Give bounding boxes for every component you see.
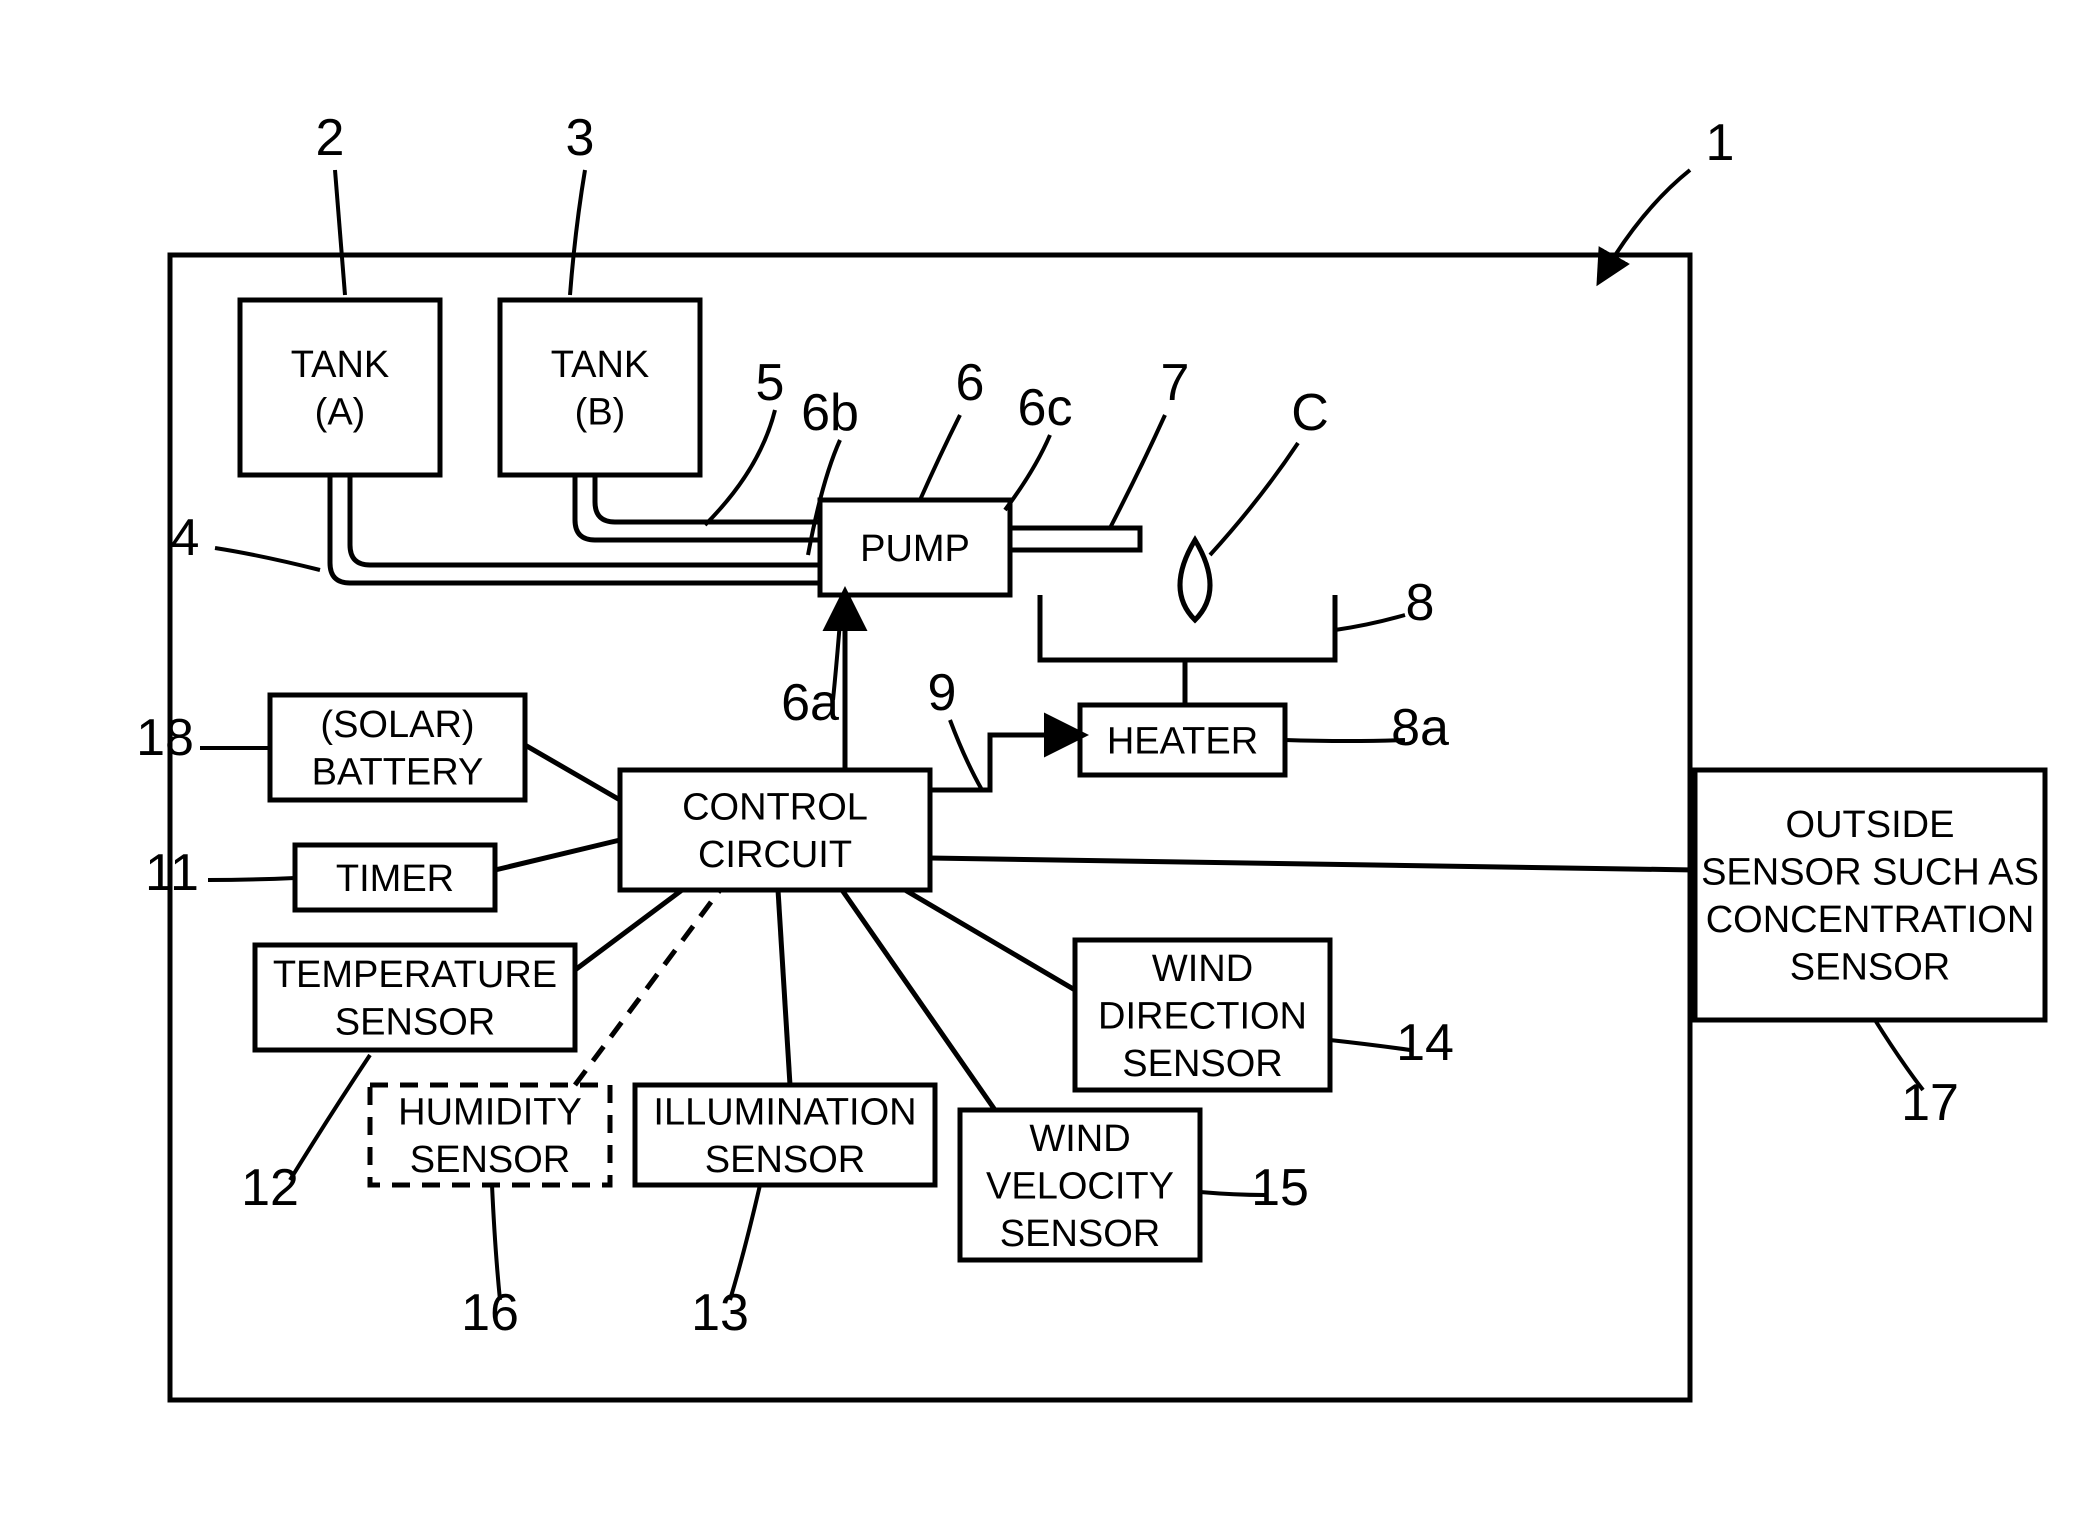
ref-leader-4 — [215, 548, 320, 570]
block-windvel: WIND VELOCITY SENSOR — [960, 1110, 1200, 1260]
ref-label-12: 12 — [241, 1159, 299, 1217]
connection-humidity-control — [575, 890, 720, 1085]
block-label: SENSOR — [335, 1002, 495, 1044]
ref-label-6b: 6b — [801, 384, 859, 442]
ref-label-3: 3 — [566, 109, 595, 167]
ref-label-C: C — [1291, 384, 1329, 442]
block-label: TANK — [291, 344, 390, 386]
block-label: SENSOR — [705, 1139, 865, 1181]
block-label: CONCENTRATION — [1706, 899, 2035, 941]
block-rect — [240, 300, 440, 475]
block-outside: OUTSIDE SENSOR SUCH AS CONCENTRATION SENSOR — [1695, 770, 2045, 1020]
ref-leader-8 — [1335, 615, 1405, 630]
connection-winddir-control — [905, 890, 1075, 990]
ref-leader-12 — [290, 1055, 370, 1180]
block-timer: TIMER — [295, 845, 495, 910]
ref-leader-8a — [1285, 740, 1405, 741]
ref-leader-6 — [920, 415, 960, 500]
block-winddir: WIND DIRECTION SENSOR — [1075, 940, 1330, 1090]
ref-leader-13 — [730, 1185, 760, 1300]
ref-leader-7 — [1110, 415, 1165, 528]
pipe-b_to_pump_inner — [595, 475, 820, 522]
block-label: VELOCITY — [986, 1165, 1174, 1207]
ref-leader-1 — [1600, 170, 1690, 280]
block-temp: TEMPERATURE SENSOR — [255, 945, 575, 1050]
ref-label-7: 7 — [1161, 354, 1190, 412]
block-tank_b: TANK (B) — [500, 300, 700, 475]
block-heater: HEATER — [1080, 705, 1285, 775]
block-label: PUMP — [860, 528, 970, 570]
connection-windvel-control — [842, 890, 995, 1110]
ref-leader-9 — [950, 720, 982, 790]
block-label: TANK — [551, 344, 650, 386]
ref-leader-16 — [492, 1185, 500, 1300]
block-pump: PUMP — [820, 500, 1010, 595]
block-label: HEATER — [1107, 720, 1258, 762]
ref-label-11: 11 — [145, 844, 199, 902]
pipe-b_to_pump — [575, 475, 820, 540]
block-label: SENSOR — [1790, 947, 1950, 989]
block-label: CONTROL — [682, 787, 868, 829]
ref-leader-C — [1210, 443, 1298, 555]
block-battery: (SOLAR) BATTERY — [270, 695, 525, 800]
connection-battery-control — [525, 745, 620, 800]
nozzle — [1010, 528, 1140, 550]
block-label: SENSOR SUCH AS — [1701, 852, 2039, 894]
ref-label-8a: 8a — [1391, 699, 1449, 757]
block-label: (B) — [575, 392, 626, 434]
block-label: DIRECTION — [1098, 995, 1307, 1037]
ref-label-8: 8 — [1406, 574, 1435, 632]
block-label: TIMER — [336, 858, 454, 900]
block-label: BATTERY — [312, 752, 484, 794]
block-humidity: HUMIDITY SENSOR — [370, 1085, 610, 1185]
block-label: SENSOR — [1122, 1043, 1282, 1085]
block-label: WIND — [1152, 948, 1253, 990]
ref-label-13: 13 — [691, 1284, 749, 1342]
block-label: OUTSIDE — [1786, 804, 1955, 846]
ref-leader-6c — [1005, 435, 1050, 510]
block-label: (SOLAR) — [320, 704, 474, 746]
block-control: CONTROL CIRCUIT — [620, 770, 930, 890]
ref-label-16: 16 — [461, 1284, 519, 1342]
ref-label-18: 18 — [136, 709, 194, 767]
connection-timer-control — [495, 840, 620, 870]
ref-label-6: 6 — [956, 354, 985, 412]
block-label: TEMPERATURE — [273, 954, 557, 996]
connection-temp-control — [575, 890, 682, 970]
ref-label-14: 14 — [1396, 1014, 1454, 1072]
ref-label-15: 15 — [1251, 1159, 1309, 1217]
ref-leader-2 — [335, 170, 345, 295]
ref-label-1: 1 — [1706, 114, 1735, 172]
block-tank_a: TANK (A) — [240, 300, 440, 475]
ref-leader-11 — [208, 878, 295, 880]
ref-label-4: 4 — [171, 509, 200, 567]
block-label: SENSOR — [1000, 1213, 1160, 1255]
ref-label-2: 2 — [316, 109, 345, 167]
block-label: HUMIDITY — [398, 1092, 582, 1134]
ref-label-9: 9 — [928, 664, 957, 722]
connection-control-heater — [930, 735, 1080, 790]
block-label: ILLUMINATION — [653, 1092, 916, 1134]
block-label: WIND — [1029, 1118, 1130, 1160]
ref-label-17: 17 — [1901, 1074, 1959, 1132]
ref-label-6a: 6a — [781, 674, 839, 732]
ref-label-5: 5 — [756, 354, 785, 412]
ref-leader-5 — [705, 410, 775, 525]
block-illum: ILLUMINATION SENSOR — [635, 1085, 935, 1185]
block-rect — [500, 300, 700, 475]
connection-outside-control — [930, 858, 1695, 870]
drop-icon — [1180, 540, 1210, 620]
ref-label-6c: 6c — [1018, 379, 1073, 437]
ref-leader-3 — [570, 170, 585, 295]
block-label: SENSOR — [410, 1139, 570, 1181]
connection-illum-control — [778, 890, 790, 1085]
block-label: (A) — [315, 392, 366, 434]
block-label: CIRCUIT — [698, 834, 852, 876]
